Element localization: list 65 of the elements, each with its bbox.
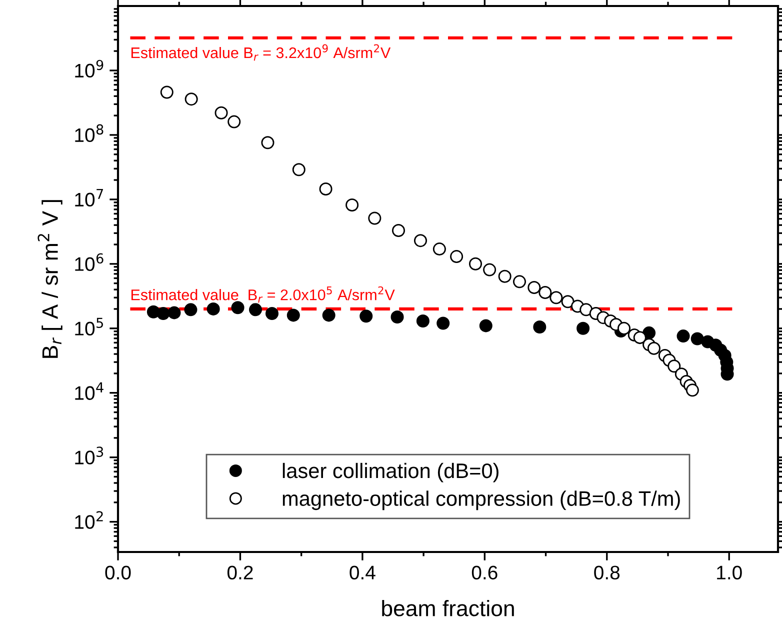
point [231, 301, 244, 314]
point [319, 182, 332, 196]
point [392, 224, 406, 237]
point [292, 163, 306, 176]
y-tick-label: 10$^{7}$ [75, 188, 104, 207]
point [265, 307, 279, 320]
point [436, 316, 450, 330]
point [214, 106, 228, 120]
point [580, 303, 593, 316]
point [676, 330, 690, 343]
x-tick-label: 0.2 [227, 566, 253, 580]
point [416, 314, 430, 328]
point [261, 136, 274, 150]
annotation: Estimated value B$_{r}$ = 2.0x10$^{5}$ A/srm$^{2}$V [131, 286, 395, 303]
point [468, 257, 482, 270]
y-tick-label: 10$^{3}$ [75, 446, 104, 464]
x-axis-title: beam fraction [382, 600, 514, 616]
point [286, 308, 300, 322]
x-tick-label: 1.0 [717, 566, 742, 580]
x-tick-label: 0.6 [472, 566, 498, 580]
y-tick-label: 10$^{8}$ [75, 124, 104, 142]
point [528, 281, 541, 294]
point [168, 306, 181, 320]
point [184, 92, 198, 106]
point [647, 342, 660, 355]
point [450, 250, 464, 264]
point [533, 320, 546, 334]
annotation: Estimated value B$_{r}$ = 3.2x10$^{9}$ A/srm$^{2}$V [131, 44, 391, 61]
y-axis-title: B$_{r}$ [ A / sr m$^{2}$ V ] [38, 200, 62, 358]
y-tick-label: 10$^{2}$ [75, 511, 103, 529]
point [498, 270, 512, 283]
point [668, 360, 681, 373]
point [414, 234, 428, 248]
point [160, 86, 174, 99]
legend-label: magneto-optical compression (dB=0.8 T/m) [282, 490, 680, 510]
y-tick-label: 10$^{9}$ [75, 60, 104, 78]
point [479, 319, 492, 332]
point [184, 303, 198, 316]
point [633, 331, 646, 344]
point [550, 291, 563, 304]
x-tick-label: 0.0 [105, 566, 131, 580]
y-tick-label: 10$^{4}$ [75, 382, 104, 400]
point [390, 310, 404, 324]
point [538, 286, 552, 300]
point [360, 310, 373, 323]
point [690, 332, 704, 346]
point [206, 302, 220, 316]
point [346, 198, 359, 212]
point [561, 295, 574, 308]
y-tick-label: 10$^{6}$ [75, 253, 104, 271]
point [432, 242, 446, 256]
point [322, 308, 336, 322]
point [156, 307, 170, 320]
legend-label: laser collimation (dB=0) [282, 462, 498, 482]
x-tick-label: 0.4 [350, 566, 376, 580]
point [483, 263, 496, 276]
point [248, 303, 262, 316]
point [576, 322, 590, 335]
point [368, 212, 382, 225]
y-tick-label: 10$^{5}$ [75, 318, 103, 336]
point [617, 322, 631, 335]
x-tick-label: 0.8 [594, 566, 620, 580]
point [686, 384, 699, 397]
point [512, 275, 526, 288]
point [228, 115, 241, 128]
